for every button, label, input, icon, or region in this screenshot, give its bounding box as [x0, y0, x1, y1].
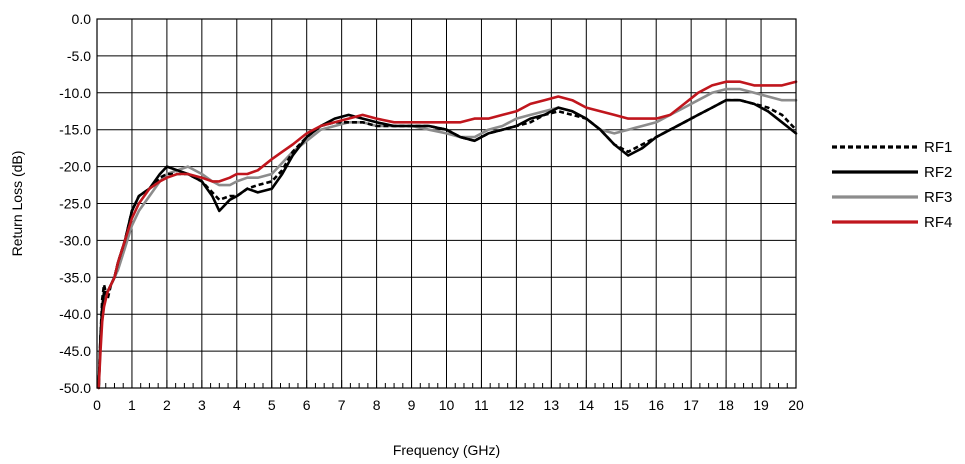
- x-tick-label: 1: [128, 397, 136, 413]
- x-tick-label: 11: [474, 397, 489, 413]
- x-tick-label: 6: [303, 397, 311, 413]
- series-line-rf2: [97, 98, 798, 390]
- legend: RF1 RF2 RF3 RF4: [832, 139, 952, 231]
- series-lines: [97, 80, 798, 390]
- x-tick-label: 9: [408, 397, 416, 413]
- y-tick-labels: 0.0 -5.0 -10.0 -15.0 -20.0 -25.0 -30.0 -35.0 -40…: [59, 11, 91, 396]
- x-tick-labels: 0 1 2 3 4 5 6 7 8 9 10 11 12 13 14 15 16 17 18 19 20: [93, 397, 804, 413]
- y-tick-label: 0.0: [72, 11, 92, 27]
- legend-label-rf2: RF2: [924, 164, 952, 181]
- y-tick-label: -20.0: [59, 159, 91, 175]
- x-tick-label: 8: [373, 397, 381, 413]
- legend-label-rf4: RF4: [924, 214, 952, 231]
- x-tick-label: 0: [93, 397, 101, 413]
- x-tick-label: 20: [788, 397, 804, 413]
- y-tick-label: -30.0: [59, 232, 91, 248]
- y-tick-label: -45.0: [59, 343, 91, 359]
- y-tick-label: -15.0: [59, 122, 91, 138]
- x-minor-ticks: [96, 380, 797, 388]
- grid: [96, 18, 797, 389]
- x-tick-label: 18: [718, 397, 734, 413]
- x-tick-label: 10: [439, 397, 455, 413]
- x-tick-label: 4: [233, 397, 241, 413]
- series-line-rf4: [97, 80, 798, 390]
- y-tick-label: -10.0: [59, 85, 91, 101]
- x-tick-label: 15: [613, 397, 629, 413]
- legend-label-rf1: RF1: [924, 139, 952, 156]
- x-tick-label: 5: [268, 397, 276, 413]
- y-tick-label: -25.0: [59, 196, 91, 212]
- x-tick-label: 2: [163, 397, 171, 413]
- x-tick-label: 3: [198, 397, 206, 413]
- y-tick-label: -35.0: [59, 269, 91, 285]
- y-tick-label: -40.0: [59, 306, 91, 322]
- x-tick-label: 12: [509, 397, 525, 413]
- x-tick-label: 13: [544, 397, 560, 413]
- legend-label-rf3: RF3: [924, 189, 952, 206]
- y-tick-label: -5.0: [67, 48, 91, 64]
- y-tick-label: -50.0: [59, 380, 91, 396]
- y-axis-title: Return Loss (dB): [9, 151, 25, 257]
- x-tick-label: 19: [753, 397, 769, 413]
- x-tick-label: 17: [683, 397, 699, 413]
- x-tick-label: 7: [338, 397, 346, 413]
- x-tick-label: 16: [648, 397, 664, 413]
- x-axis-title: Frequency (GHz): [393, 442, 500, 458]
- x-tick-label: 14: [579, 397, 595, 413]
